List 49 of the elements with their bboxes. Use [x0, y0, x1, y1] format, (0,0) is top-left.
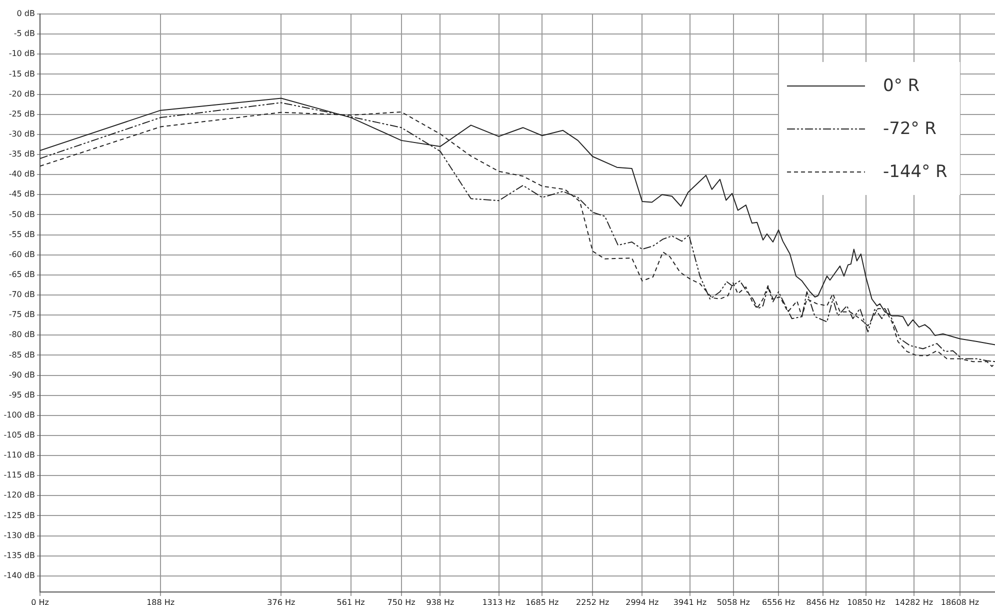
y-tick-label: -60 dB [8, 250, 35, 259]
x-tick-label: 561 Hz [336, 598, 365, 605]
x-tick-label: 1685 Hz [526, 598, 559, 605]
x-tick-label: 2994 Hz [626, 598, 659, 605]
x-tick-label: 938 Hz [426, 598, 454, 605]
x-tick-label: 2252 Hz [576, 598, 610, 605]
y-tick-label: -5 dB [14, 29, 35, 38]
x-tick-label: 3941 Hz [673, 598, 707, 605]
x-tick-label: 1313 Hz [482, 598, 516, 605]
x-tick-label: 18608 Hz [940, 598, 980, 605]
y-tick-label: -100 dB [4, 410, 35, 420]
y-tick-label: -40 dB [8, 170, 35, 179]
y-tick-label: -140 dB [4, 571, 35, 580]
y-tick-label: -50 dB [8, 210, 35, 219]
x-tick-label: 6556 Hz [762, 598, 796, 605]
y-tick-label: -90 dB [8, 370, 35, 380]
y-tick-label: -25 dB [8, 109, 35, 118]
y-tick-label: -45 dB [8, 190, 35, 199]
x-tick-label: 0 Hz [31, 598, 49, 605]
x-tick-label: 10850 Hz [847, 598, 886, 605]
x-tick-label: 376 Hz [267, 598, 296, 605]
y-tick-label: -130 dB [4, 530, 35, 540]
y-tick-label: -105 dB [4, 430, 35, 440]
y-tick-label: -80 dB [8, 330, 35, 340]
y-tick-label: -55 dB [8, 230, 35, 239]
y-tick-label: -65 dB [8, 270, 35, 279]
x-tick-label: 750 Hz [387, 598, 416, 605]
x-tick-label: 8456 Hz [806, 598, 840, 605]
y-tick-label: -135 dB [4, 550, 35, 560]
y-tick-label: -15 dB [8, 69, 35, 78]
y-tick-label: -120 dB [4, 490, 35, 500]
x-tick-label: 5058 Hz [716, 598, 750, 605]
x-tick-label: 14282 Hz [894, 598, 934, 605]
legend-label: -144° R [883, 162, 948, 182]
y-tick-label: -115 dB [4, 470, 35, 480]
y-tick-label: -85 dB [8, 350, 35, 360]
y-tick-label: -125 dB [4, 510, 35, 520]
y-tick-label: -95 dB [8, 390, 35, 400]
y-tick-label: 0 dB [16, 9, 35, 18]
y-tick-label: -10 dB [8, 49, 35, 58]
y-tick-label: -20 dB [8, 89, 35, 98]
legend-label: 0° R [883, 76, 920, 96]
x-tick-label: 188 Hz [146, 598, 175, 605]
y-tick-label: -110 dB [4, 450, 35, 460]
y-tick-label: -75 dB [8, 310, 35, 320]
y-tick-label: -70 dB [8, 290, 35, 300]
legend-label: -72° R [883, 118, 936, 138]
y-tick-label: -35 dB [8, 150, 35, 159]
y-tick-label: -30 dB [8, 129, 35, 138]
